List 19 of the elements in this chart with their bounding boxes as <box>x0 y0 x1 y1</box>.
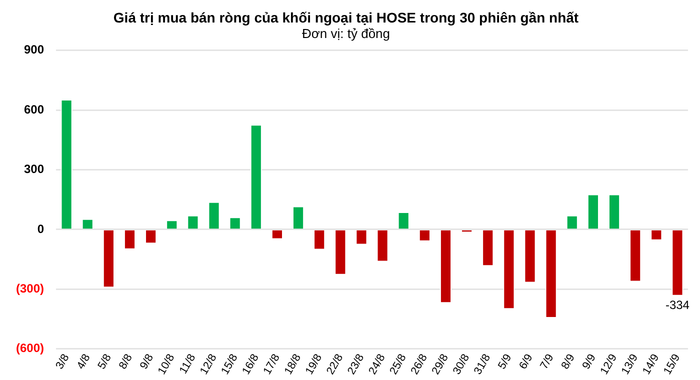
y-tick-label: 600 <box>24 102 44 116</box>
x-tick-label: 9/8 <box>138 352 156 372</box>
y-tick-label: (600) <box>16 341 44 356</box>
x-tick-label: 9/9 <box>580 352 598 372</box>
chart-title: Giá trị mua bán ròng của khối ngoại tại HOSE trong 30 phiên gần nhất <box>113 9 579 26</box>
y-tick-label: 300 <box>24 162 44 176</box>
x-tick-label: 8/9 <box>559 352 578 372</box>
x-tick-label: 5/8 <box>96 352 114 372</box>
x-tick-label: 7/9 <box>538 352 556 372</box>
x-tick-label: 3/8 <box>54 352 72 372</box>
x-tick-label: 8/8 <box>116 352 135 372</box>
y-tick-label: 900 <box>24 42 44 57</box>
x-tick-label: 4/8 <box>74 352 93 372</box>
x-tick-label: 6/9 <box>517 352 536 372</box>
y-tick-label: (300) <box>16 281 44 296</box>
data-label: -334 <box>665 298 690 312</box>
chart-subtitle: Đơn vị: tỷ đồng <box>302 26 390 42</box>
y-tick-label: 0 <box>37 222 44 236</box>
x-tick-label: 5/9 <box>496 352 514 372</box>
